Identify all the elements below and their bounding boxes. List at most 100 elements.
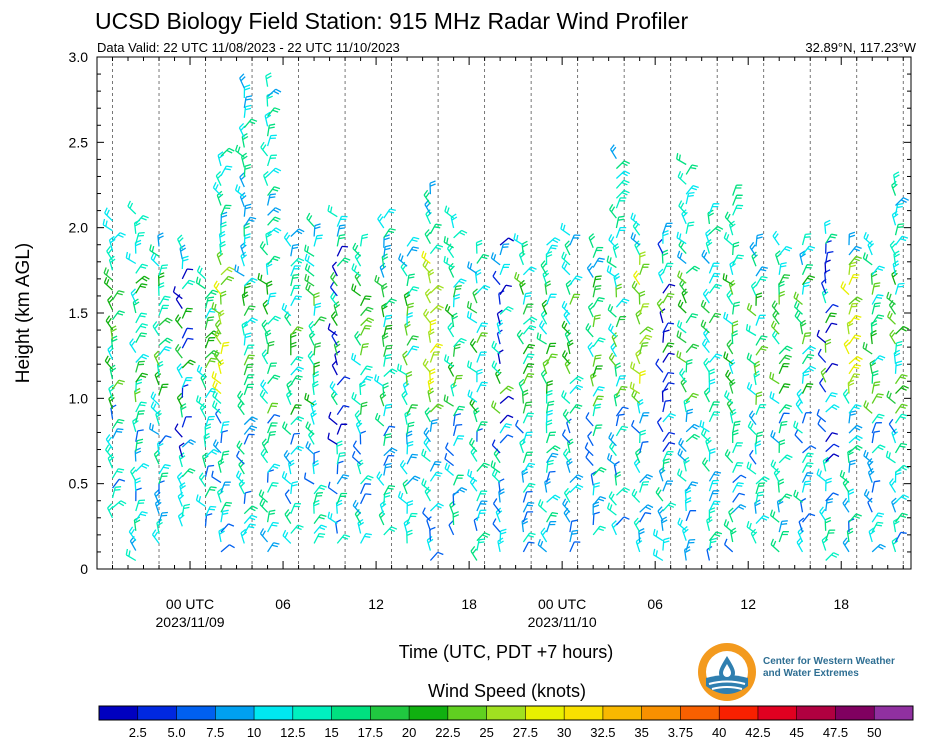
wind-barb bbox=[499, 395, 515, 404]
wind-barb bbox=[732, 254, 744, 266]
wind-barb bbox=[243, 332, 252, 346]
wind-barb bbox=[801, 411, 812, 424]
wind-barb bbox=[732, 462, 744, 473]
wind-barb bbox=[204, 337, 216, 349]
wind-barb bbox=[513, 233, 524, 246]
wind-barb bbox=[359, 430, 367, 445]
wind-barb bbox=[747, 420, 757, 435]
wind-barb bbox=[265, 230, 272, 246]
wind-barb bbox=[746, 302, 757, 317]
wind-barb bbox=[243, 416, 258, 426]
wind-barb bbox=[444, 453, 454, 467]
wind-barb bbox=[383, 208, 396, 219]
wind-barb bbox=[335, 519, 342, 534]
wind-barb bbox=[801, 275, 815, 286]
wind-barb bbox=[379, 262, 387, 278]
wind-barb bbox=[259, 389, 269, 404]
wind-barb bbox=[158, 511, 168, 524]
wind-barb bbox=[561, 320, 571, 335]
wind-barb bbox=[678, 437, 687, 453]
wind-barb bbox=[755, 391, 763, 405]
wind-barb bbox=[522, 412, 534, 424]
wind-barb bbox=[211, 470, 222, 484]
wind-barb bbox=[267, 402, 279, 414]
wind-barb bbox=[685, 423, 700, 433]
wind-barb bbox=[871, 370, 879, 384]
wind-barb bbox=[499, 423, 512, 434]
wind-barb bbox=[150, 401, 160, 416]
wind-barb bbox=[848, 459, 856, 473]
wind-barb bbox=[545, 389, 553, 404]
wind-barb bbox=[545, 400, 555, 414]
wind-barb bbox=[825, 552, 840, 561]
wind-barb bbox=[290, 284, 301, 297]
x-tick-sublabel: 2023/11/09 bbox=[156, 614, 225, 630]
wind-barb bbox=[592, 482, 601, 496]
wind-barb bbox=[546, 452, 559, 464]
wind-barb bbox=[871, 413, 885, 424]
wind-barb bbox=[284, 489, 292, 505]
wind-barb bbox=[848, 302, 859, 315]
wind-barb bbox=[755, 335, 768, 346]
wind-barb bbox=[476, 532, 491, 542]
wind-barb bbox=[429, 180, 436, 195]
wind-barb bbox=[708, 225, 724, 235]
colorbar-swatch bbox=[331, 706, 371, 720]
colorbar-swatch bbox=[215, 706, 255, 720]
wind-barb bbox=[383, 228, 396, 239]
wind-barb bbox=[662, 371, 675, 383]
wind-barb bbox=[732, 504, 747, 513]
wind-barb bbox=[195, 494, 206, 508]
wind-barb bbox=[724, 211, 734, 226]
wind-barb bbox=[406, 440, 414, 455]
wind-barb bbox=[705, 436, 712, 452]
wind-barb bbox=[639, 303, 650, 315]
wind-barb bbox=[402, 479, 410, 495]
wind-barb bbox=[592, 424, 603, 437]
wind-barb bbox=[725, 369, 734, 385]
wind-barb bbox=[615, 406, 629, 417]
wind-barb bbox=[112, 500, 127, 509]
wind-barb bbox=[111, 428, 124, 439]
wind-barb bbox=[862, 341, 873, 355]
wind-barb bbox=[662, 222, 673, 235]
wind-barb bbox=[561, 251, 571, 266]
wind-barb bbox=[638, 290, 646, 305]
wind-barb bbox=[234, 264, 245, 277]
wind-barb bbox=[453, 487, 468, 496]
wind-barb bbox=[290, 228, 305, 237]
x-axis: 00 UTC 2023/11/09 06 12 18 00 UTC 2023/11/10 06… bbox=[112, 57, 904, 630]
wind-barb bbox=[732, 492, 745, 503]
wind-barb bbox=[135, 463, 150, 472]
wind-barb bbox=[770, 320, 780, 335]
wind-barb bbox=[204, 316, 215, 329]
wind-barb bbox=[677, 517, 687, 532]
wind-barb bbox=[132, 298, 140, 314]
wind-barb bbox=[470, 546, 478, 561]
wind-barb bbox=[569, 403, 583, 414]
wind-barb bbox=[444, 303, 455, 318]
wind-barb bbox=[282, 529, 292, 544]
wind-barb bbox=[452, 285, 462, 298]
colorbar-tick-label: 20 bbox=[402, 725, 416, 740]
wind-barb bbox=[240, 241, 247, 257]
y-tick-label: 0.5 bbox=[69, 476, 89, 492]
wind-barb bbox=[848, 314, 862, 325]
logo-line1: Center for Western Weather bbox=[763, 656, 895, 667]
wind-barb bbox=[290, 326, 304, 336]
wind-barb bbox=[239, 73, 246, 89]
wind-barb bbox=[871, 521, 884, 533]
wind-barb bbox=[799, 250, 806, 266]
wind-barb bbox=[135, 214, 149, 225]
wind-barb bbox=[267, 107, 281, 117]
wind-barb bbox=[204, 296, 215, 309]
colorbar-frame bbox=[98, 705, 914, 721]
wind-barb bbox=[592, 395, 604, 407]
wind-barb bbox=[306, 212, 315, 228]
wind-barb bbox=[772, 310, 780, 325]
wind-barb bbox=[135, 323, 148, 334]
wind-barb bbox=[778, 262, 787, 275]
wind-barb bbox=[700, 319, 710, 334]
wind-barb bbox=[359, 380, 366, 395]
wind-barb bbox=[220, 509, 229, 523]
